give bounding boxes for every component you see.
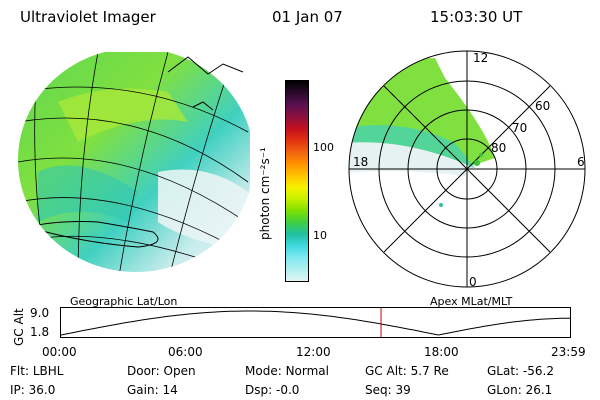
lat-lon-grid [18, 52, 249, 272]
instrument-title: Ultraviolet Imager [20, 8, 156, 26]
ip-value: 36.0 [28, 383, 56, 397]
altitude-curve [60, 310, 571, 336]
gain-status: Gain: 14 [127, 383, 178, 397]
gcalt-status: GC Alt: 5.7 Re [365, 364, 449, 378]
door-status: Door: Open [127, 364, 196, 378]
mlt-label-6: 6 [577, 155, 585, 169]
polar-plot: 12 18 6 0 60 70 80 [348, 50, 586, 289]
header-date: 01 Jan 07 [272, 8, 343, 26]
flt-status: Flt: LBHL [10, 364, 64, 378]
polar-grid [348, 50, 586, 288]
door-value: Open [163, 364, 196, 378]
geographic-label: Geographic Lat/Lon [70, 295, 178, 308]
coastline [26, 221, 159, 248]
geographic-image [18, 52, 250, 272]
lat-label-80: 80 [491, 141, 506, 155]
mlt-label-12: 12 [473, 51, 488, 65]
dsp-status: Dsp: -0.0 [245, 383, 300, 397]
lat-label-60: 60 [535, 99, 550, 113]
apex-label: Apex MLat/MLT [430, 295, 513, 308]
x-tick-1200: 12:00 [296, 345, 331, 359]
ip-status: IP: 36.0 [10, 383, 56, 397]
colorbar-unit-label: photon cm⁻²s⁻¹ [258, 147, 272, 240]
colorbar-tick-10: 10 [313, 229, 327, 242]
colorbar [285, 80, 309, 282]
glat-value: -56.2 [522, 364, 554, 378]
x-tick-0000: 00:00 [42, 345, 77, 359]
timeline-y-tick-max: 9.0 [30, 306, 50, 320]
mode-value: Normal [285, 364, 329, 378]
altitude-timeline [60, 307, 571, 338]
x-tick-1800: 18:00 [424, 345, 459, 359]
header-time: 15:03:30 UT [430, 8, 523, 26]
gain-value: 14 [162, 383, 178, 397]
mlt-label-18: 18 [353, 155, 368, 169]
seq-status: Seq: 39 [365, 383, 411, 397]
timeline-y-axis-label: GC Alt [12, 308, 26, 346]
x-tick-0600: 06:00 [168, 345, 203, 359]
dsp-value: -0.0 [275, 383, 300, 397]
mlt-label-0: 0 [469, 275, 477, 289]
gcalt-value: 5.7 Re [410, 364, 449, 378]
glon-status: GLon: 26.1 [487, 383, 553, 397]
mode-status: Mode: Normal [245, 364, 329, 378]
glon-value: 26.1 [525, 383, 553, 397]
colorbar-tick-100: 100 [313, 141, 334, 154]
glat-status: GLat: -56.2 [487, 364, 554, 378]
lat-label-70: 70 [512, 121, 527, 135]
flt-value: LBHL [32, 364, 64, 378]
seq-value: 39 [395, 383, 411, 397]
timeline-y-tick-min: 1.8 [30, 325, 50, 339]
x-tick-2359: 23:59 [551, 345, 586, 359]
